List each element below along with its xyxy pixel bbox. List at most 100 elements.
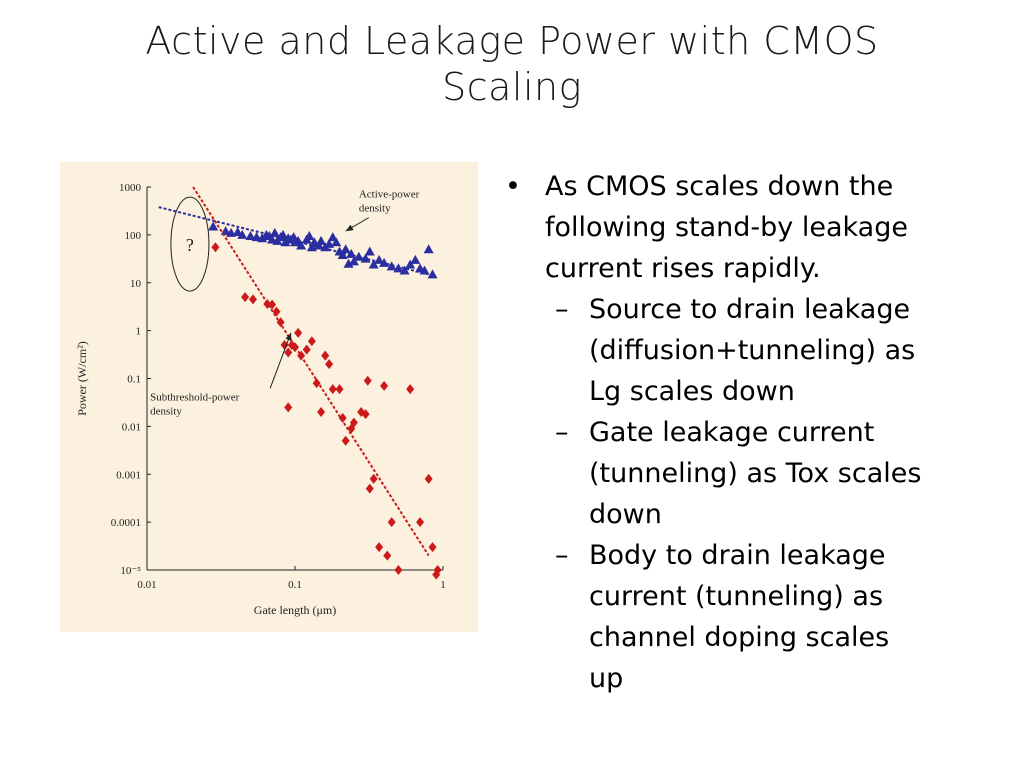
bullet-marker: •: [505, 171, 521, 202]
y-axis-title: Power (W/cm²): [75, 341, 89, 416]
active-data-point: [340, 244, 351, 254]
sub-bullet-marker: –: [555, 540, 569, 571]
subthreshold-data-point: [394, 565, 403, 575]
active-data-point: [331, 237, 342, 247]
slide-title-line-1: Active and Leakage Power with CMOS: [145, 19, 879, 63]
subthreshold-data-point: [363, 375, 372, 386]
subthreshold-data-point: [263, 298, 272, 309]
active-data-point: [313, 240, 324, 250]
subthreshold-data-point: [325, 359, 334, 370]
sub-bullet-body-drain: – Body to drain leakage current (tunneli…: [505, 535, 1005, 699]
annotation-active-label: density: [359, 203, 391, 215]
active-data-point: [296, 240, 307, 250]
subthreshold-data-point: [375, 542, 384, 553]
active-data-point: [360, 253, 371, 263]
active-data-point: [348, 256, 359, 266]
annotation-active-arrowhead: [345, 224, 354, 232]
annotation-active-label: Active-power: [359, 189, 420, 201]
y-tick-label: 10: [130, 278, 142, 290]
slide-title-line-2: Scaling: [442, 65, 582, 109]
x-tick-label: 1: [440, 579, 446, 591]
sub-bullet-source-drain: – Source to drain leakage (diffusion+tun…: [505, 289, 1005, 412]
subthreshold-data-point: [424, 473, 433, 484]
y-tick-label: 0.001: [116, 469, 141, 481]
subthreshold-data-point: [248, 294, 257, 305]
subthreshold-data-point: [432, 569, 441, 580]
active-data-point: [427, 269, 438, 279]
active-data-point: [237, 229, 248, 239]
active-data-point: [324, 238, 335, 248]
slide-title: Active and Leakage Power with CMOS Scali…: [60, 18, 964, 110]
active-data-point: [245, 230, 256, 240]
subthreshold-data-point: [284, 347, 293, 358]
sub-bullet-marker: –: [555, 417, 569, 448]
y-tick-label: 0.1: [127, 374, 141, 386]
x-tick-label: 0.01: [137, 579, 156, 591]
subthreshold-data-point: [302, 344, 311, 355]
subthreshold-data-point: [433, 565, 442, 575]
subthreshold-data-point: [387, 517, 396, 528]
sub-bullet-line: Gate leakage current: [589, 417, 875, 448]
active-data-point: [423, 244, 434, 254]
subthreshold-data-point: [416, 517, 425, 528]
active-data-point: [405, 259, 416, 269]
sub-bullet-line: channel doping scales: [589, 622, 890, 653]
active-data-point: [278, 229, 289, 239]
annotation-subthreshold-arrowhead: [285, 332, 292, 341]
active-data-point: [327, 232, 338, 242]
subthreshold-data-point: [335, 384, 344, 395]
subthreshold-data-point: [294, 327, 303, 338]
active-data-point: [353, 251, 364, 261]
sub-bullet-line: up: [589, 663, 624, 694]
subthreshold-data-point: [383, 550, 392, 561]
subthreshold-data-point: [341, 435, 350, 446]
sub-bullet-gate-leakage: – Gate leakage current (tunneling) as To…: [505, 412, 1005, 535]
subthreshold-data-point: [338, 412, 347, 423]
active-data-point: [208, 221, 219, 231]
active-data-point: [269, 227, 280, 237]
annotation-subthreshold-label: density: [150, 405, 182, 417]
subthreshold-data-point: [307, 336, 316, 347]
active-data-point: [288, 232, 299, 242]
subthreshold-data-point: [406, 384, 415, 395]
active-data-point: [386, 261, 397, 271]
subthreshold-data-point: [284, 402, 293, 413]
x-tick-label: 0.1: [288, 579, 302, 591]
subthreshold-data-point: [317, 406, 326, 417]
active-data-point: [364, 246, 375, 256]
subthreshold-data-point: [328, 384, 337, 395]
subthreshold-data-point: [365, 483, 374, 494]
sub-bullet-line: Lg scales down: [589, 376, 795, 407]
subthreshold-data-point: [349, 417, 358, 428]
y-tick-label: 0.0001: [111, 517, 141, 529]
subthreshold-data-point: [361, 409, 370, 420]
bullet-main-line-3: current rises rapidly.: [545, 253, 821, 284]
sub-bullet-line: current (tunneling) as: [589, 581, 884, 612]
subthreshold-data-point: [241, 292, 250, 303]
active-data-point: [220, 226, 231, 236]
bullet-list: • As CMOS scales down the following stan…: [505, 166, 1005, 699]
annotation-subthreshold-arrow: [269, 332, 292, 389]
subthreshold-trend-line: [192, 186, 430, 557]
active-data-point: [316, 235, 327, 245]
active-data-point: [346, 248, 357, 258]
active-data-point: [379, 257, 390, 267]
active-data-point: [419, 265, 430, 275]
subthreshold-data-point: [291, 342, 299, 353]
sub-bullet-line: (tunneling) as Tox scales: [589, 458, 922, 489]
y-tick-label: 1: [136, 326, 142, 338]
active-data-point: [393, 263, 404, 273]
subthreshold-data-point: [276, 317, 285, 328]
active-data-point: [374, 254, 385, 264]
subthreshold-data-point: [369, 473, 378, 484]
active-data-point: [399, 265, 410, 275]
bullet-main-line-1: As CMOS scales down the: [545, 171, 894, 202]
subthreshold-data-point: [211, 242, 220, 253]
question-mark-label: ?: [186, 235, 194, 255]
annotation-subthreshold-label: Subthreshold-power: [150, 391, 240, 403]
sub-bullet-line: (diffusion+tunneling) as: [589, 335, 916, 366]
y-tick-label: 100: [125, 230, 142, 242]
active-data-point: [343, 258, 354, 268]
y-tick-label: 1000: [119, 182, 142, 194]
sub-bullet-line: Body to drain leakage: [589, 540, 886, 571]
